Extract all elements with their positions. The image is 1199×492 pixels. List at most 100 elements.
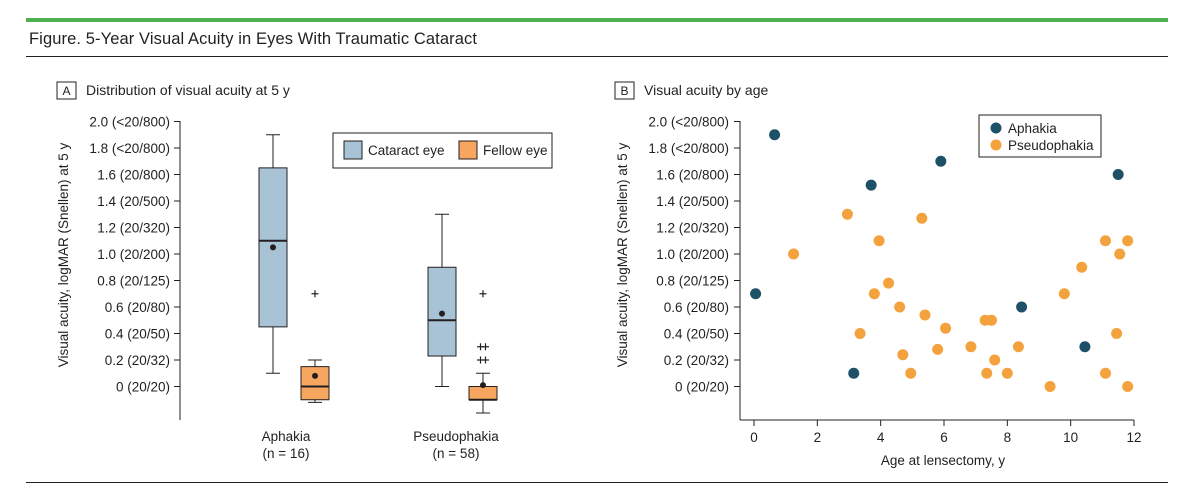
point-pseudophakia xyxy=(1100,235,1111,247)
point-pseudophakia xyxy=(932,343,944,355)
y-tick-label-a: 0.2 (20/32) xyxy=(105,353,170,368)
y-tick-label-b: 0.6 (20/80) xyxy=(664,300,729,315)
panel-b-title: Visual acuity by age xyxy=(644,82,768,98)
point-pseudophakia xyxy=(919,309,931,321)
point-pseudophakia xyxy=(916,212,928,224)
pseudophakia-cataract-mean xyxy=(439,310,445,317)
point-pseudophakia xyxy=(1076,261,1088,273)
title-rule xyxy=(26,56,1168,57)
panel-b-legend: Aphakia Pseudophakia xyxy=(978,114,1102,158)
panel-b-y-axis-label: Visual acuity, logMAR (Snellen) at 5 y xyxy=(615,142,630,367)
panel-a-letter-box xyxy=(56,81,77,100)
pseudophakia-fellow-mean xyxy=(480,382,486,389)
group-label-pseudophakia: Pseudophakia xyxy=(413,429,499,444)
point-aphakia xyxy=(1079,341,1091,353)
point-pseudophakia xyxy=(905,367,917,379)
legend-label-cataract: Cataract eye xyxy=(368,143,445,158)
point-pseudophakia xyxy=(940,322,952,334)
point-pseudophakia xyxy=(854,328,866,339)
y-tick-label-a: 2.0 (<20/800) xyxy=(89,115,170,130)
panel-a-y-ticks: 2.0 (<20/800) 1.8 (<20/800) 1.6 (20/800) 1.… xyxy=(89,115,180,395)
y-tick-label-b: 0.8 (20/125) xyxy=(656,274,729,289)
point-pseudophakia xyxy=(1044,381,1056,392)
y-tick-label-b: 1.2 (20/320) xyxy=(656,221,729,236)
group-n-pseudophakia: (n = 58) xyxy=(433,446,480,461)
point-aphakia xyxy=(750,288,762,300)
y-tick-label-b: 1.4 (20/500) xyxy=(656,194,729,209)
y-tick-label-b: 1.6 (20/800) xyxy=(656,168,729,183)
point-pseudophakia xyxy=(894,301,906,313)
aphakia-cataract-mean xyxy=(270,244,276,251)
y-tick-label-b: 0.4 (20/50) xyxy=(664,327,729,342)
y-tick-label-b: 1.0 (20/200) xyxy=(656,247,729,262)
panel-b-x-axis-label: Age at lensectomy, y xyxy=(881,453,1006,468)
legend-marker-aphakia xyxy=(990,122,1002,134)
bottom-rule xyxy=(26,482,1168,483)
y-tick-label-a: 0.6 (20/80) xyxy=(105,300,170,315)
panel-b-x-ticks: 0 2 4 6 8 10 12 xyxy=(750,420,1142,445)
y-tick-label-a: 1.0 (20/200) xyxy=(97,247,170,262)
y-tick-label-a: 0.4 (20/50) xyxy=(105,327,170,342)
y-tick-label-a: 1.2 (20/320) xyxy=(97,221,170,236)
aphakia-fellow-box xyxy=(300,366,330,401)
legend-swatch-cataract xyxy=(343,140,363,160)
y-tick-label-a: 1.4 (20/500) xyxy=(97,194,170,209)
point-pseudophakia xyxy=(868,288,880,300)
panel-b-letter-box xyxy=(614,81,635,100)
point-pseudophakia xyxy=(1100,367,1111,379)
accent-bar xyxy=(26,18,1168,22)
y-tick-label-b: 1.8 (<20/800) xyxy=(648,141,729,156)
panel-a-boxes xyxy=(258,134,498,414)
point-pseudophakia xyxy=(883,277,895,289)
x-tick-label-b: 4 xyxy=(877,430,885,445)
legend-frame xyxy=(332,132,553,169)
y-tick-label-a: 0.8 (20/125) xyxy=(97,274,170,289)
point-pseudophakia xyxy=(1012,341,1024,353)
group-n-aphakia: (n = 16) xyxy=(263,446,310,461)
panel-b-points xyxy=(750,129,1134,392)
point-pseudophakia xyxy=(1122,235,1134,247)
point-pseudophakia xyxy=(1058,288,1070,300)
legend-label-fellow: Fellow eye xyxy=(483,143,548,158)
point-pseudophakia xyxy=(989,354,1001,366)
point-pseudophakia xyxy=(897,349,909,361)
group-label-aphakia: Aphakia xyxy=(262,429,311,444)
y-tick-label-b: 0 (20/20) xyxy=(675,380,729,395)
aphakia-fellow-mean xyxy=(312,372,318,379)
x-tick-label-b: 8 xyxy=(1004,430,1012,445)
panel-a-title: Distribution of visual acuity at 5 y xyxy=(86,82,290,98)
point-pseudophakia xyxy=(981,367,993,379)
x-tick-label-b: 10 xyxy=(1063,430,1078,445)
legend-frame-b xyxy=(978,114,1102,158)
point-aphakia xyxy=(769,129,781,141)
point-aphakia xyxy=(1016,301,1028,313)
pseudophakia-fellow-box xyxy=(468,386,498,401)
point-aphakia xyxy=(848,367,860,379)
y-tick-label-a: 1.6 (20/800) xyxy=(97,168,170,183)
point-pseudophakia xyxy=(1114,248,1126,260)
point-pseudophakia xyxy=(788,248,800,260)
panel-b-y-ticks: 2.0 (<20/800) 1.8 (<20/800) 1.6 (20/800) 1.… xyxy=(648,115,740,395)
legend-marker-pseudophakia xyxy=(990,139,1002,151)
point-pseudophakia xyxy=(1111,328,1123,339)
point-aphakia xyxy=(1112,169,1124,180)
panel-a-y-axis-label: Visual acuity, logMAR (Snellen) at 5 y xyxy=(56,142,71,367)
x-tick-label-b: 2 xyxy=(814,430,822,445)
point-pseudophakia xyxy=(873,235,885,247)
legend-label-aphakia: Aphakia xyxy=(1008,121,1057,136)
panel-a-letter: A xyxy=(62,84,70,98)
y-tick-label-b: 0.2 (20/32) xyxy=(664,353,729,368)
point-aphakia xyxy=(865,179,877,191)
y-tick-label-a: 0 (20/20) xyxy=(116,380,170,395)
x-tick-label-b: 12 xyxy=(1126,430,1141,445)
x-tick-label-b: 0 xyxy=(750,430,758,445)
point-aphakia xyxy=(935,155,947,167)
point-pseudophakia xyxy=(965,341,977,353)
panel-a: A Distribution of visual acuity at 5 y V… xyxy=(56,81,553,461)
panel-b-letter: B xyxy=(620,84,628,98)
point-pseudophakia xyxy=(841,208,853,220)
point-pseudophakia xyxy=(1122,381,1134,392)
figure-title: Figure. 5-Year Visual Acuity in Eyes Wit… xyxy=(29,30,478,48)
point-pseudophakia xyxy=(1001,367,1013,379)
